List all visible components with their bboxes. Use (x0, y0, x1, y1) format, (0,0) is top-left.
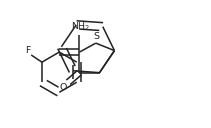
Text: S: S (93, 32, 100, 41)
Text: NH$_2$: NH$_2$ (71, 21, 90, 33)
Text: F: F (25, 46, 31, 55)
Text: O: O (60, 83, 67, 92)
